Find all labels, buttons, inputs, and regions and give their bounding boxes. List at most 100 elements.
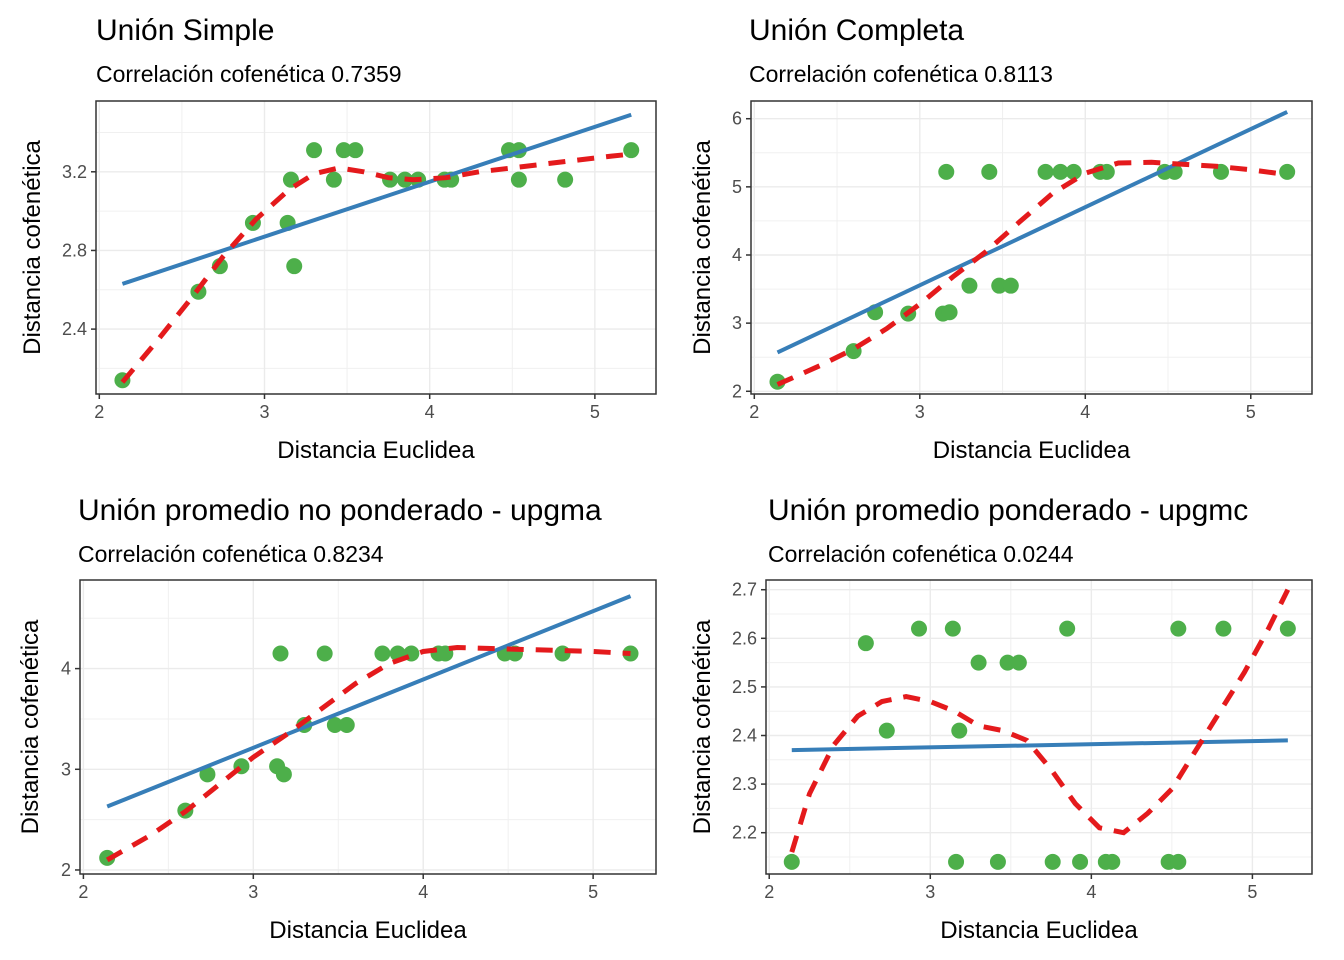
- linear-fit-line: [776, 110, 1289, 355]
- smooth-fit-line: [776, 159, 1288, 387]
- panel-subtitle: Correlación cofenética 0.0244: [768, 541, 1074, 567]
- panel-border: [750, 100, 1313, 395]
- y-tick-label: 2: [732, 381, 742, 401]
- y-tick-label: 2.2: [732, 823, 757, 843]
- x-tick-label: 3: [259, 402, 269, 422]
- data-point: [347, 142, 364, 159]
- linear-fit-line: [106, 594, 632, 809]
- data-point: [1072, 853, 1089, 870]
- y-axis-title: Distancia cofenética: [689, 139, 716, 354]
- y-tick-label: 3.2: [62, 162, 87, 182]
- x-tick-label: 5: [588, 882, 598, 902]
- data-point: [1059, 620, 1076, 637]
- y-tick-label: 2.8: [62, 240, 87, 260]
- y-axis-title: Distancia cofenética: [689, 619, 716, 834]
- data-point: [325, 171, 342, 188]
- x-tick-label: 3: [915, 402, 925, 422]
- x-axis-title: Distancia Euclidea: [933, 437, 1131, 464]
- y-tick-label: 2: [61, 860, 71, 880]
- data-point: [961, 277, 978, 294]
- x-tick-label: 3: [925, 882, 935, 902]
- data-point: [991, 277, 1008, 294]
- smooth-fit-line: [120, 151, 632, 384]
- data-point: [1279, 620, 1296, 637]
- y-tick-label: 4: [61, 659, 71, 679]
- data-point: [944, 620, 961, 637]
- data-point: [622, 645, 639, 662]
- data-point: [1044, 853, 1061, 870]
- x-axis-title: Distancia Euclidea: [277, 437, 475, 464]
- y-tick-label: 2.5: [732, 677, 757, 697]
- x-tick-label: 4: [418, 882, 428, 902]
- data-point: [199, 766, 216, 783]
- plot-background: [766, 580, 1312, 874]
- data-point: [335, 142, 352, 159]
- data-point: [1170, 853, 1187, 870]
- data-point: [981, 163, 998, 180]
- data-point: [316, 645, 333, 662]
- x-tick-label: 4: [1080, 402, 1090, 422]
- x-tick-label: 2: [764, 882, 774, 902]
- x-tick-label: 2: [78, 882, 88, 902]
- data-point: [1065, 163, 1082, 180]
- x-tick-label: 4: [1086, 882, 1096, 902]
- x-axis-title: Distancia Euclidea: [269, 917, 467, 944]
- data-point: [1052, 163, 1069, 180]
- y-tick-label: 2.7: [732, 580, 757, 600]
- data-point: [1010, 654, 1027, 671]
- x-tick-label: 4: [425, 402, 435, 422]
- data-point: [1002, 277, 1019, 294]
- y-axis-title: Distancia cofenética: [19, 139, 46, 354]
- data-point: [857, 635, 874, 652]
- data-point: [275, 766, 292, 783]
- x-axis-title: Distancia Euclidea: [940, 917, 1138, 944]
- data-point: [554, 645, 571, 662]
- data-point: [769, 373, 786, 390]
- panel-title: Unión promedio no ponderado - upgma: [78, 494, 602, 527]
- x-tick-label: 3: [248, 882, 258, 902]
- panel-title: Unión Completa: [749, 14, 964, 47]
- data-point: [999, 654, 1016, 671]
- linear-fit-line: [791, 738, 1288, 753]
- panel-title: Unión Simple: [96, 14, 274, 47]
- data-point: [1104, 853, 1121, 870]
- data-point: [1037, 163, 1054, 180]
- y-tick-label: 2.6: [732, 628, 757, 648]
- data-point: [326, 716, 343, 733]
- panel-border: [79, 579, 657, 875]
- y-tick-label: 3: [732, 313, 742, 333]
- data-point: [948, 853, 965, 870]
- panel-3: Unión promedio no ponderado - upgma Corre…: [17, 494, 657, 944]
- y-tick-label: 2.4: [732, 726, 757, 746]
- data-point: [286, 258, 303, 275]
- panel-1: Unión Simple Correlación cofenética 0.735…: [19, 14, 657, 464]
- data-point: [338, 716, 355, 733]
- y-tick-label: 4: [732, 245, 742, 265]
- y-tick-label: 3: [61, 759, 71, 779]
- x-tick-label: 2: [749, 402, 759, 422]
- data-point: [510, 171, 527, 188]
- panel-title: Unión promedio ponderado - upgmc: [768, 494, 1248, 527]
- panel-border: [95, 100, 657, 395]
- plot-background: [80, 580, 656, 874]
- smooth-fit-line: [105, 644, 631, 863]
- smooth-fit-line: [789, 588, 1291, 853]
- data-point: [911, 620, 928, 637]
- data-point: [1215, 620, 1232, 637]
- data-point: [557, 171, 574, 188]
- data-point: [623, 142, 640, 159]
- y-tick-label: 2.4: [62, 319, 87, 339]
- panel-subtitle: Correlación cofenética 0.8234: [78, 541, 384, 567]
- data-point: [783, 853, 800, 870]
- x-tick-label: 2: [94, 402, 104, 422]
- y-tick-label: 5: [732, 177, 742, 197]
- data-point: [941, 304, 958, 321]
- linear-fit-line: [121, 112, 632, 286]
- data-point: [1279, 163, 1296, 180]
- data-point: [374, 645, 391, 662]
- data-point: [272, 645, 289, 662]
- panel-4: Unión promedio ponderado - upgmc Correlac…: [689, 494, 1313, 944]
- data-point: [989, 853, 1006, 870]
- x-tick-label: 5: [1246, 402, 1256, 422]
- data-point: [970, 654, 987, 671]
